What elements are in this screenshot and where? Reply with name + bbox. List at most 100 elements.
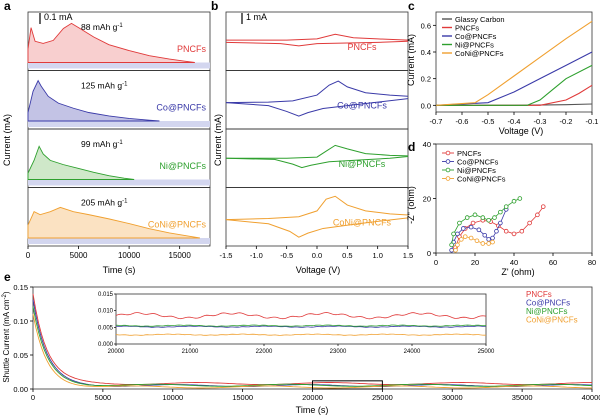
panel-d-point: [527, 220, 532, 226]
y-tick-label: 0.15: [13, 283, 28, 292]
panel-d-point: [480, 215, 486, 220]
panel-d-point: [453, 247, 458, 253]
panel-d-point: [460, 226, 466, 231]
panel-label-e: e: [4, 270, 11, 284]
legend-label: Co@PNCFs: [526, 299, 570, 308]
x-tick-label: 35000: [512, 393, 533, 402]
x-tick-label: 0: [31, 393, 35, 402]
panel-d-point: [540, 204, 546, 209]
y-tick-label: 0: [427, 249, 431, 258]
panel-a-x-axis-label: Time (s): [103, 265, 136, 275]
panel-c-x-axis-label: Voltage (V): [499, 126, 544, 136]
inset-y-tick-label: 0.000: [98, 342, 114, 348]
legend-marker: [445, 167, 451, 173]
panel-d-point: [498, 220, 503, 226]
panel-label-c: c: [408, 0, 415, 13]
inset-y-tick-label: 0.005: [98, 325, 114, 331]
panel-b-curve-lower: [225, 217, 409, 238]
panel-a-frame: [27, 187, 211, 247]
panel-d-point: [486, 241, 491, 246]
panel-a-y-axis-label: Current (mA): [2, 114, 12, 166]
legend-label: Glassy Carbon: [455, 15, 505, 24]
panel-d-point: [490, 235, 495, 241]
inset-x-tick-label: 25000: [478, 349, 495, 355]
y-tick-label: 0.2: [421, 75, 431, 84]
y-tick-label: 0.10: [13, 317, 28, 326]
x-tick-label: 20: [471, 258, 479, 267]
panel-d-point: [503, 204, 509, 209]
panel-d-x-axis-label: Z' (ohm): [501, 267, 534, 277]
panel-b-curve-upper: [226, 144, 409, 159]
panel-b-series-label: Co@PNCFs: [337, 101, 387, 111]
y-tick-label: 0.4: [421, 48, 431, 57]
panel-a-curve-Co@PNCFs: [27, 79, 160, 122]
x-tick-label: 1.5: [403, 251, 413, 260]
panel-c-chart: -0.7 -0.6 -0.5 -0.4 -0.3 -0.2 -0.1 0.0 0.2 0.4 0.6…: [406, 11, 598, 136]
x-tick-label: 5000: [70, 251, 88, 260]
panel-b-curve-lower: [225, 155, 409, 169]
panel-a-capacity-label: 125 mAh g-1: [81, 81, 128, 91]
panel-a-baseline: [28, 62, 210, 69]
panel-e-y-axis-label-main: Shuttle Current (mA cm: [2, 299, 11, 382]
inset-line-Co@PNCFs: [115, 325, 487, 328]
panel-a-chart: 0.1 mA 88 mAh g-1 PNCFs 125 mAh g-1 Co@PNCF…: [2, 11, 211, 275]
panel-b-box-PNCFs: PNCFs: [225, 11, 409, 71]
panel-e-y-axis-label-sup: -2: [2, 293, 8, 299]
inset-line-CoNi@PNCFs: [115, 333, 487, 336]
panel-d-chart: 0 20 40 60 80 0 20 40 PNCFsCo@PNCFsNi@PNCFsCoNi@…: [406, 140, 596, 277]
panel-a-baseline: [28, 179, 210, 186]
panel-d-point: [517, 196, 523, 201]
panel-d-point: [498, 209, 503, 215]
panel-c-line-CoNi@PNCFs: [435, 20, 593, 106]
panel-d-point: [455, 231, 460, 237]
x-tick-label: -0.6: [456, 117, 469, 126]
unit-superscript: -1: [117, 23, 123, 29]
panel-d-point: [449, 247, 454, 253]
legend-label: PNCFs: [526, 290, 552, 299]
panel-c-line-Co@PNCFs: [435, 51, 593, 106]
x-tick-label: 0.5: [342, 251, 352, 260]
y-tick-label: 0.00: [13, 385, 28, 394]
panel-a-box-Co@PNCFs: 125 mAh g-1 Co@PNCFs: [27, 70, 211, 130]
inset-x-tick-label: 23000: [330, 349, 347, 355]
zoom-region-box: [312, 380, 383, 390]
x-tick-label: 5000: [95, 393, 112, 402]
x-tick-label: 0.0: [312, 251, 322, 260]
panel-e-y-axis-label: Shuttle Current (mA cm-2): [2, 291, 11, 382]
x-tick-label: 15000: [232, 393, 253, 402]
panel-d-point: [511, 198, 517, 204]
x-tick-label: 20000: [302, 393, 323, 402]
legend-marker: [445, 150, 451, 156]
x-tick-label: 25000: [372, 393, 393, 402]
panel-a-capacity-label: 88 mAh g-1: [81, 22, 123, 32]
x-tick-label: 80: [588, 258, 596, 267]
legend-label: PNCFs: [455, 24, 479, 33]
y-tick-label: 0.0: [421, 101, 431, 110]
legend-label: Ni@PNCFs: [526, 307, 567, 316]
legend-label: CoNi@PNCFs: [457, 175, 506, 184]
x-tick-label: 1.0: [372, 251, 382, 260]
panel-a-baseline: [28, 238, 210, 244]
inset-line-Ni@PNCFs: [115, 324, 487, 327]
panel-a-series-label: PNCFs: [177, 44, 206, 54]
x-tick-label: 0: [434, 258, 438, 267]
panel-e-x-axis-label: Time (s): [296, 405, 329, 415]
x-tick-label: 40: [510, 258, 518, 267]
panel-d-point: [468, 235, 474, 241]
panel-d-point: [474, 238, 480, 244]
panel-d-point: [486, 218, 491, 223]
x-tick-label: 30000: [442, 393, 463, 402]
panel-d-point: [457, 220, 462, 226]
panel-a-scalebar-label: 0.1 mA: [44, 12, 73, 22]
y-tick-label: 0.6: [421, 21, 431, 30]
panel-a-series-label: Ni@PNCFs: [159, 161, 206, 171]
legend-label: PNCFs: [457, 149, 481, 158]
x-tick-label: -0.3: [534, 117, 547, 126]
unit-superscript: -1: [117, 140, 123, 146]
inset-frame: [115, 293, 487, 345]
x-tick-label: 10000: [118, 251, 141, 260]
inset-line-PNCFs: [115, 312, 487, 320]
panel-a-curve-Ni@PNCFs: [27, 145, 135, 180]
legend-marker: [445, 176, 451, 181]
